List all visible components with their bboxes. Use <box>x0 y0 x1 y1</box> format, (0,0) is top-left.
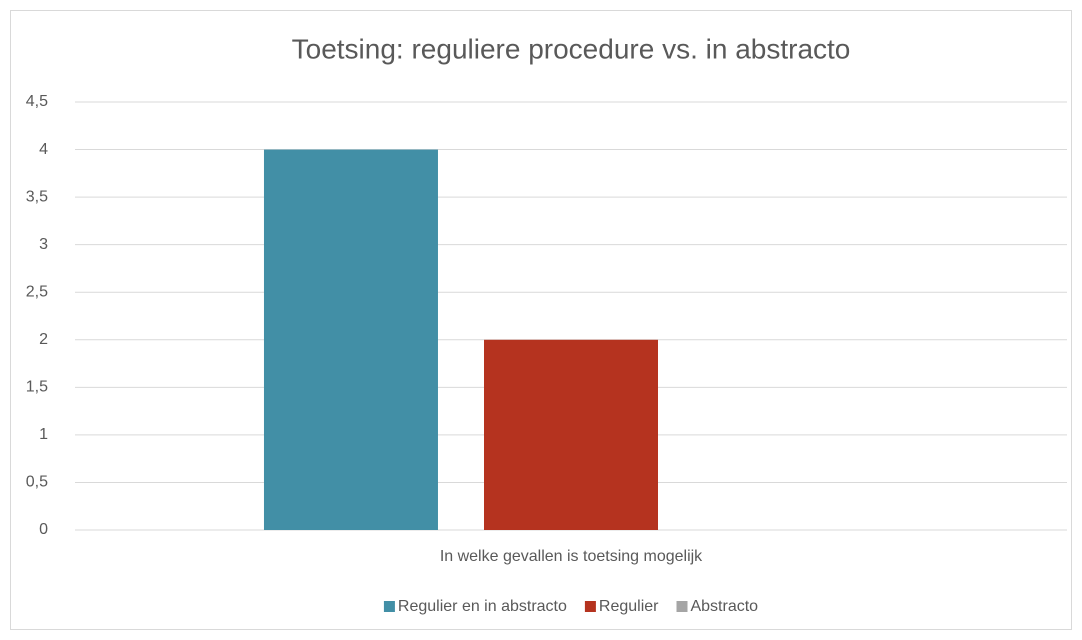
legend-swatch <box>584 601 596 612</box>
y-tick-label: 2 <box>39 331 48 348</box>
bar <box>484 339 658 530</box>
y-tick-label: 0 <box>39 521 48 538</box>
y-tick-label: 3,5 <box>26 188 48 205</box>
y-tick-label: 3 <box>39 236 48 253</box>
legend-label: Regulier <box>599 598 659 615</box>
legend-label: Regulier en in abstracto <box>398 598 567 615</box>
y-tick-label: 4 <box>39 141 48 158</box>
x-tick-label: In welke gevallen is toetsing mogelijk <box>440 548 703 565</box>
chart-border <box>10 10 1072 630</box>
bar <box>263 149 438 531</box>
chart-title: Toetsing: reguliere procedure vs. in abs… <box>292 33 851 64</box>
y-tick-label: 1 <box>39 426 48 443</box>
legend-label: Abstracto <box>690 598 758 615</box>
y-tick-label: 2,5 <box>26 283 48 300</box>
y-tick-label: 0,5 <box>26 474 48 491</box>
legend-swatch <box>383 601 395 612</box>
legend-swatch <box>676 601 688 612</box>
y-tick-label: 1,5 <box>26 379 48 396</box>
y-tick-label: 4,5 <box>26 93 48 110</box>
